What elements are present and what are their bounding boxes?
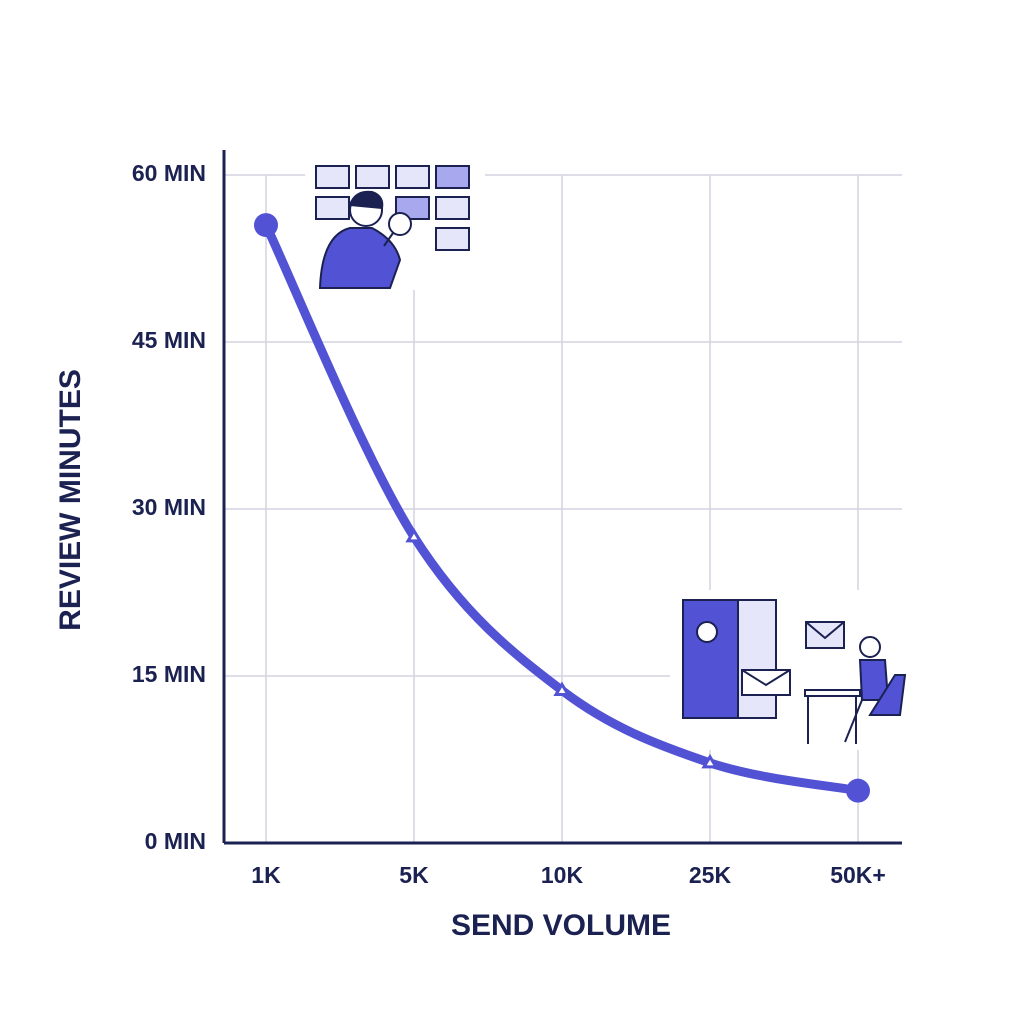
- x-tick-label: 25K: [689, 862, 732, 888]
- point: [701, 753, 719, 769]
- plot: [254, 213, 870, 803]
- point: [405, 527, 423, 543]
- point: [254, 213, 278, 238]
- x-tick-label: 50K+: [830, 862, 886, 888]
- line: [261, 220, 863, 796]
- y-tick-label: 15 MIN: [132, 661, 206, 687]
- x-tick-label: 1K: [251, 862, 281, 888]
- y-tick-label: 60 MIN: [132, 160, 206, 186]
- y-axis-title: REVIEW MINUTES: [54, 369, 87, 631]
- point: [553, 681, 571, 696]
- x-tick-label: 5K: [399, 862, 429, 888]
- y-tick-label: 45 MIN: [132, 327, 206, 353]
- y-tick-label: 0 MIN: [145, 828, 206, 854]
- illustration-automation: [670, 590, 910, 750]
- x-tick-label: 10K: [541, 862, 584, 888]
- x-axis-title: SEND VOLUME: [451, 909, 671, 942]
- illustration-review: [305, 160, 485, 290]
- point: [846, 778, 870, 803]
- y-tick-label: 30 MIN: [132, 494, 206, 520]
